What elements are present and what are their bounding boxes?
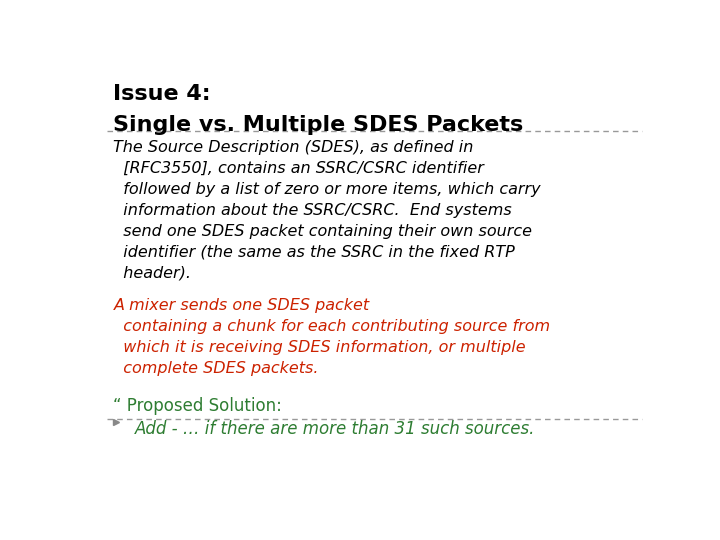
Text: The Source Description (SDES), as defined in
  [RFC3550], contains an SSRC/CSRC : The Source Description (SDES), as define…: [114, 140, 541, 281]
Text: Single vs. Multiple SDES Packets: Single vs. Multiple SDES Packets: [114, 114, 523, 134]
Text: Add - … if there are more than 31 such sources.: Add - … if there are more than 31 such s…: [135, 420, 535, 438]
Text: A mixer sends one SDES packet
  containing a chunk for each contributing source : A mixer sends one SDES packet containing…: [114, 298, 551, 376]
Text: Issue 4:: Issue 4:: [114, 84, 211, 104]
Text: “ Proposed Solution:: “ Proposed Solution:: [114, 397, 282, 415]
